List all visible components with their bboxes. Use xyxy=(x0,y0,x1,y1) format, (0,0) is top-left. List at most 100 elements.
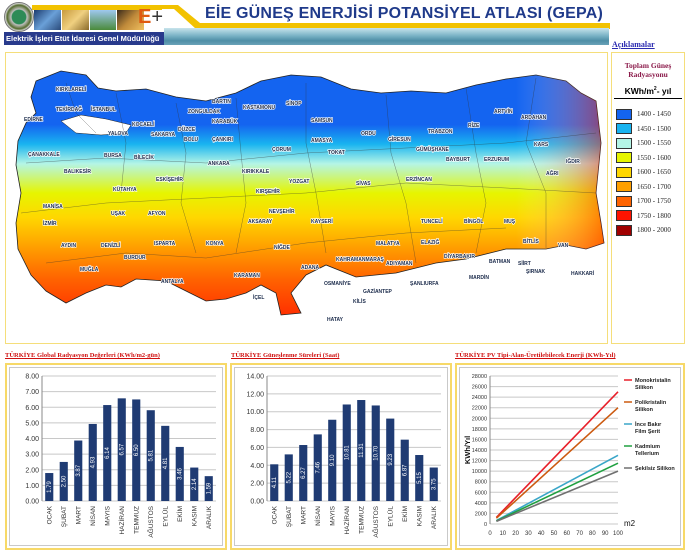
sunshine-chart-title[interactable]: TÜRKİYE Güneşlenme Süreleri (Saat) xyxy=(231,352,340,359)
svg-text:ADANA: ADANA xyxy=(301,265,319,271)
svg-text:Tellerium: Tellerium xyxy=(635,451,659,457)
svg-text:20: 20 xyxy=(512,531,519,537)
sunshine-bar-chart: 0.00 2.00 4.00 6.00 8.00 10.00 12.00 14.00 4.11 O… xyxy=(246,374,441,538)
province-labels: KIRKLARELİ EDİRNE TEKİRDAĞ İSTANBUL ÇANAKK… xyxy=(23,85,595,323)
svg-text:6000: 6000 xyxy=(475,490,487,496)
svg-text:12000: 12000 xyxy=(472,459,487,465)
svg-text:0: 0 xyxy=(488,531,492,537)
svg-text:Silikon: Silikon xyxy=(635,385,654,391)
explanations-link[interactable]: Açıklamalar xyxy=(612,40,655,49)
legend-item: 1800 - 2000 xyxy=(616,223,671,238)
legend-label: 1450 - 1500 xyxy=(637,124,671,133)
bar xyxy=(415,455,424,501)
svg-text:AMASYA: AMASYA xyxy=(311,138,333,144)
legend-swatch xyxy=(616,123,632,135)
svg-text:ARALIK: ARALIK xyxy=(431,505,438,529)
svg-text:MANİSA: MANİSA xyxy=(43,203,63,210)
svg-text:ŞANLIURFA: ŞANLIURFA xyxy=(410,281,439,287)
bar xyxy=(175,446,184,501)
bar xyxy=(146,410,155,501)
svg-text:ADIYAMAN: ADIYAMAN xyxy=(386,261,413,267)
legend-swatch xyxy=(616,181,632,193)
bar xyxy=(59,461,68,501)
svg-text:EKİM: EKİM xyxy=(400,506,409,522)
svg-text:YOZGAT: YOZGAT xyxy=(289,179,309,185)
legend-swatch xyxy=(616,137,632,149)
svg-text:26000: 26000 xyxy=(472,385,487,391)
svg-text:9.23: 9.23 xyxy=(388,453,394,465)
svg-text:3.46: 3.46 xyxy=(177,467,183,479)
svg-text:UŞAK: UŞAK xyxy=(111,211,126,217)
svg-text:6.87: 6.87 xyxy=(402,464,408,476)
radiation-chart: 0.00 1.00 2.00 3.00 4.00 5.00 6.00 7.00 8.00 1.79… xyxy=(5,363,227,550)
svg-text:HAZİRAN: HAZİRAN xyxy=(342,506,351,535)
legend-swatch xyxy=(616,195,632,207)
radiation-chart-title[interactable]: TÜRKİYE Global Radyasyon Değerleri (KWh/… xyxy=(5,352,160,359)
eie-seal-icon xyxy=(4,2,34,32)
svg-text:MARDİN: MARDİN xyxy=(469,274,489,281)
svg-text:KASTAMONU: KASTAMONU xyxy=(243,105,276,111)
svg-text:ERZURUM: ERZURUM xyxy=(484,157,509,163)
svg-text:AĞUSTOS: AĞUSTOS xyxy=(371,505,380,537)
turkey-map: KIRKLARELİ EDİRNE TEKİRDAĞ İSTANBUL ÇANAKK… xyxy=(15,70,605,324)
bar xyxy=(342,404,351,501)
svg-text:16000: 16000 xyxy=(472,437,487,443)
svg-text:5.22: 5.22 xyxy=(286,471,292,483)
svg-text:SAKARYA: SAKARYA xyxy=(151,132,175,138)
svg-text:ARALIK: ARALIK xyxy=(206,505,213,529)
bar xyxy=(328,419,337,501)
svg-text:YALOVA: YALOVA xyxy=(108,131,128,137)
bar xyxy=(190,467,199,501)
svg-text:3.87: 3.87 xyxy=(76,464,82,476)
svg-text:Şekilsiz Silikon: Şekilsiz Silikon xyxy=(635,466,675,472)
svg-text:MUŞ: MUŞ xyxy=(504,219,516,225)
svg-text:8.00: 8.00 xyxy=(250,427,264,434)
solar-radiation-map[interactable]: KIRKLARELİ EDİRNE TEKİRDAĞ İSTANBUL ÇANAKK… xyxy=(5,52,608,344)
svg-text:MART: MART xyxy=(75,506,82,524)
legend-item: 1450 - 1500 xyxy=(616,122,671,137)
eie-logo[interactable]: E+ Elektrik İşleri Etüt İdaresi Genel Mü… xyxy=(2,2,164,46)
svg-text:6.50: 6.50 xyxy=(134,444,140,456)
svg-text:OCAK: OCAK xyxy=(271,505,278,524)
svg-text:5.81: 5.81 xyxy=(148,449,154,461)
svg-text:ERZİNCAN: ERZİNCAN xyxy=(406,176,432,183)
legend-label: 1550 - 1600 xyxy=(637,153,671,162)
pv-line-chart: 0 2000 4000 6000 8000 10000 12000 14000 16000 180… xyxy=(463,374,675,537)
svg-text:1.00: 1.00 xyxy=(25,483,39,490)
legend-swatch xyxy=(616,166,632,178)
banner-teal-bar xyxy=(164,28,609,45)
pv-chart-title[interactable]: TÜRKİYE PV Tipi-Alan-Üretilebilecek Ener… xyxy=(455,352,616,359)
svg-text:1.59: 1.59 xyxy=(206,482,212,494)
svg-text:İÇEL: İÇEL xyxy=(253,294,264,301)
svg-text:20000: 20000 xyxy=(472,416,487,422)
svg-text:BİTLİS: BİTLİS xyxy=(523,238,539,245)
svg-text:MAYIS: MAYIS xyxy=(329,505,336,525)
svg-text:KIRIKKALE: KIRIKKALE xyxy=(242,169,270,175)
svg-text:BALIKESİR: BALIKESİR xyxy=(64,168,91,175)
svg-text:5.00: 5.00 xyxy=(25,420,39,427)
svg-text:70: 70 xyxy=(576,531,583,537)
svg-text:2.14: 2.14 xyxy=(192,478,198,490)
svg-text:50: 50 xyxy=(551,531,558,537)
svg-text:ANKARA: ANKARA xyxy=(208,161,230,167)
svg-text:MALATYA: MALATYA xyxy=(376,241,400,247)
bar xyxy=(270,464,279,501)
svg-text:ANTALYA: ANTALYA xyxy=(161,279,184,285)
svg-text:AKSARAY: AKSARAY xyxy=(248,219,273,225)
svg-text:6.14: 6.14 xyxy=(105,447,111,459)
svg-text:BİLECİK: BİLECİK xyxy=(134,154,154,161)
series-line xyxy=(496,470,619,523)
svg-text:6.57: 6.57 xyxy=(119,443,125,455)
svg-text:4.93: 4.93 xyxy=(90,456,96,468)
bar xyxy=(429,467,438,501)
svg-text:4.11: 4.11 xyxy=(272,476,278,488)
svg-text:8.00: 8.00 xyxy=(25,374,39,381)
bar xyxy=(103,405,112,501)
svg-text:2.00: 2.00 xyxy=(25,467,39,474)
svg-text:MAYIS: MAYIS xyxy=(104,505,111,525)
legend-label: 1650 - 1700 xyxy=(637,182,671,191)
legend-item: 1750 - 1800 xyxy=(616,209,671,224)
svg-text:0: 0 xyxy=(484,522,487,528)
legend-swatch xyxy=(616,224,632,236)
svg-text:DÜZCE: DÜZCE xyxy=(178,126,196,133)
